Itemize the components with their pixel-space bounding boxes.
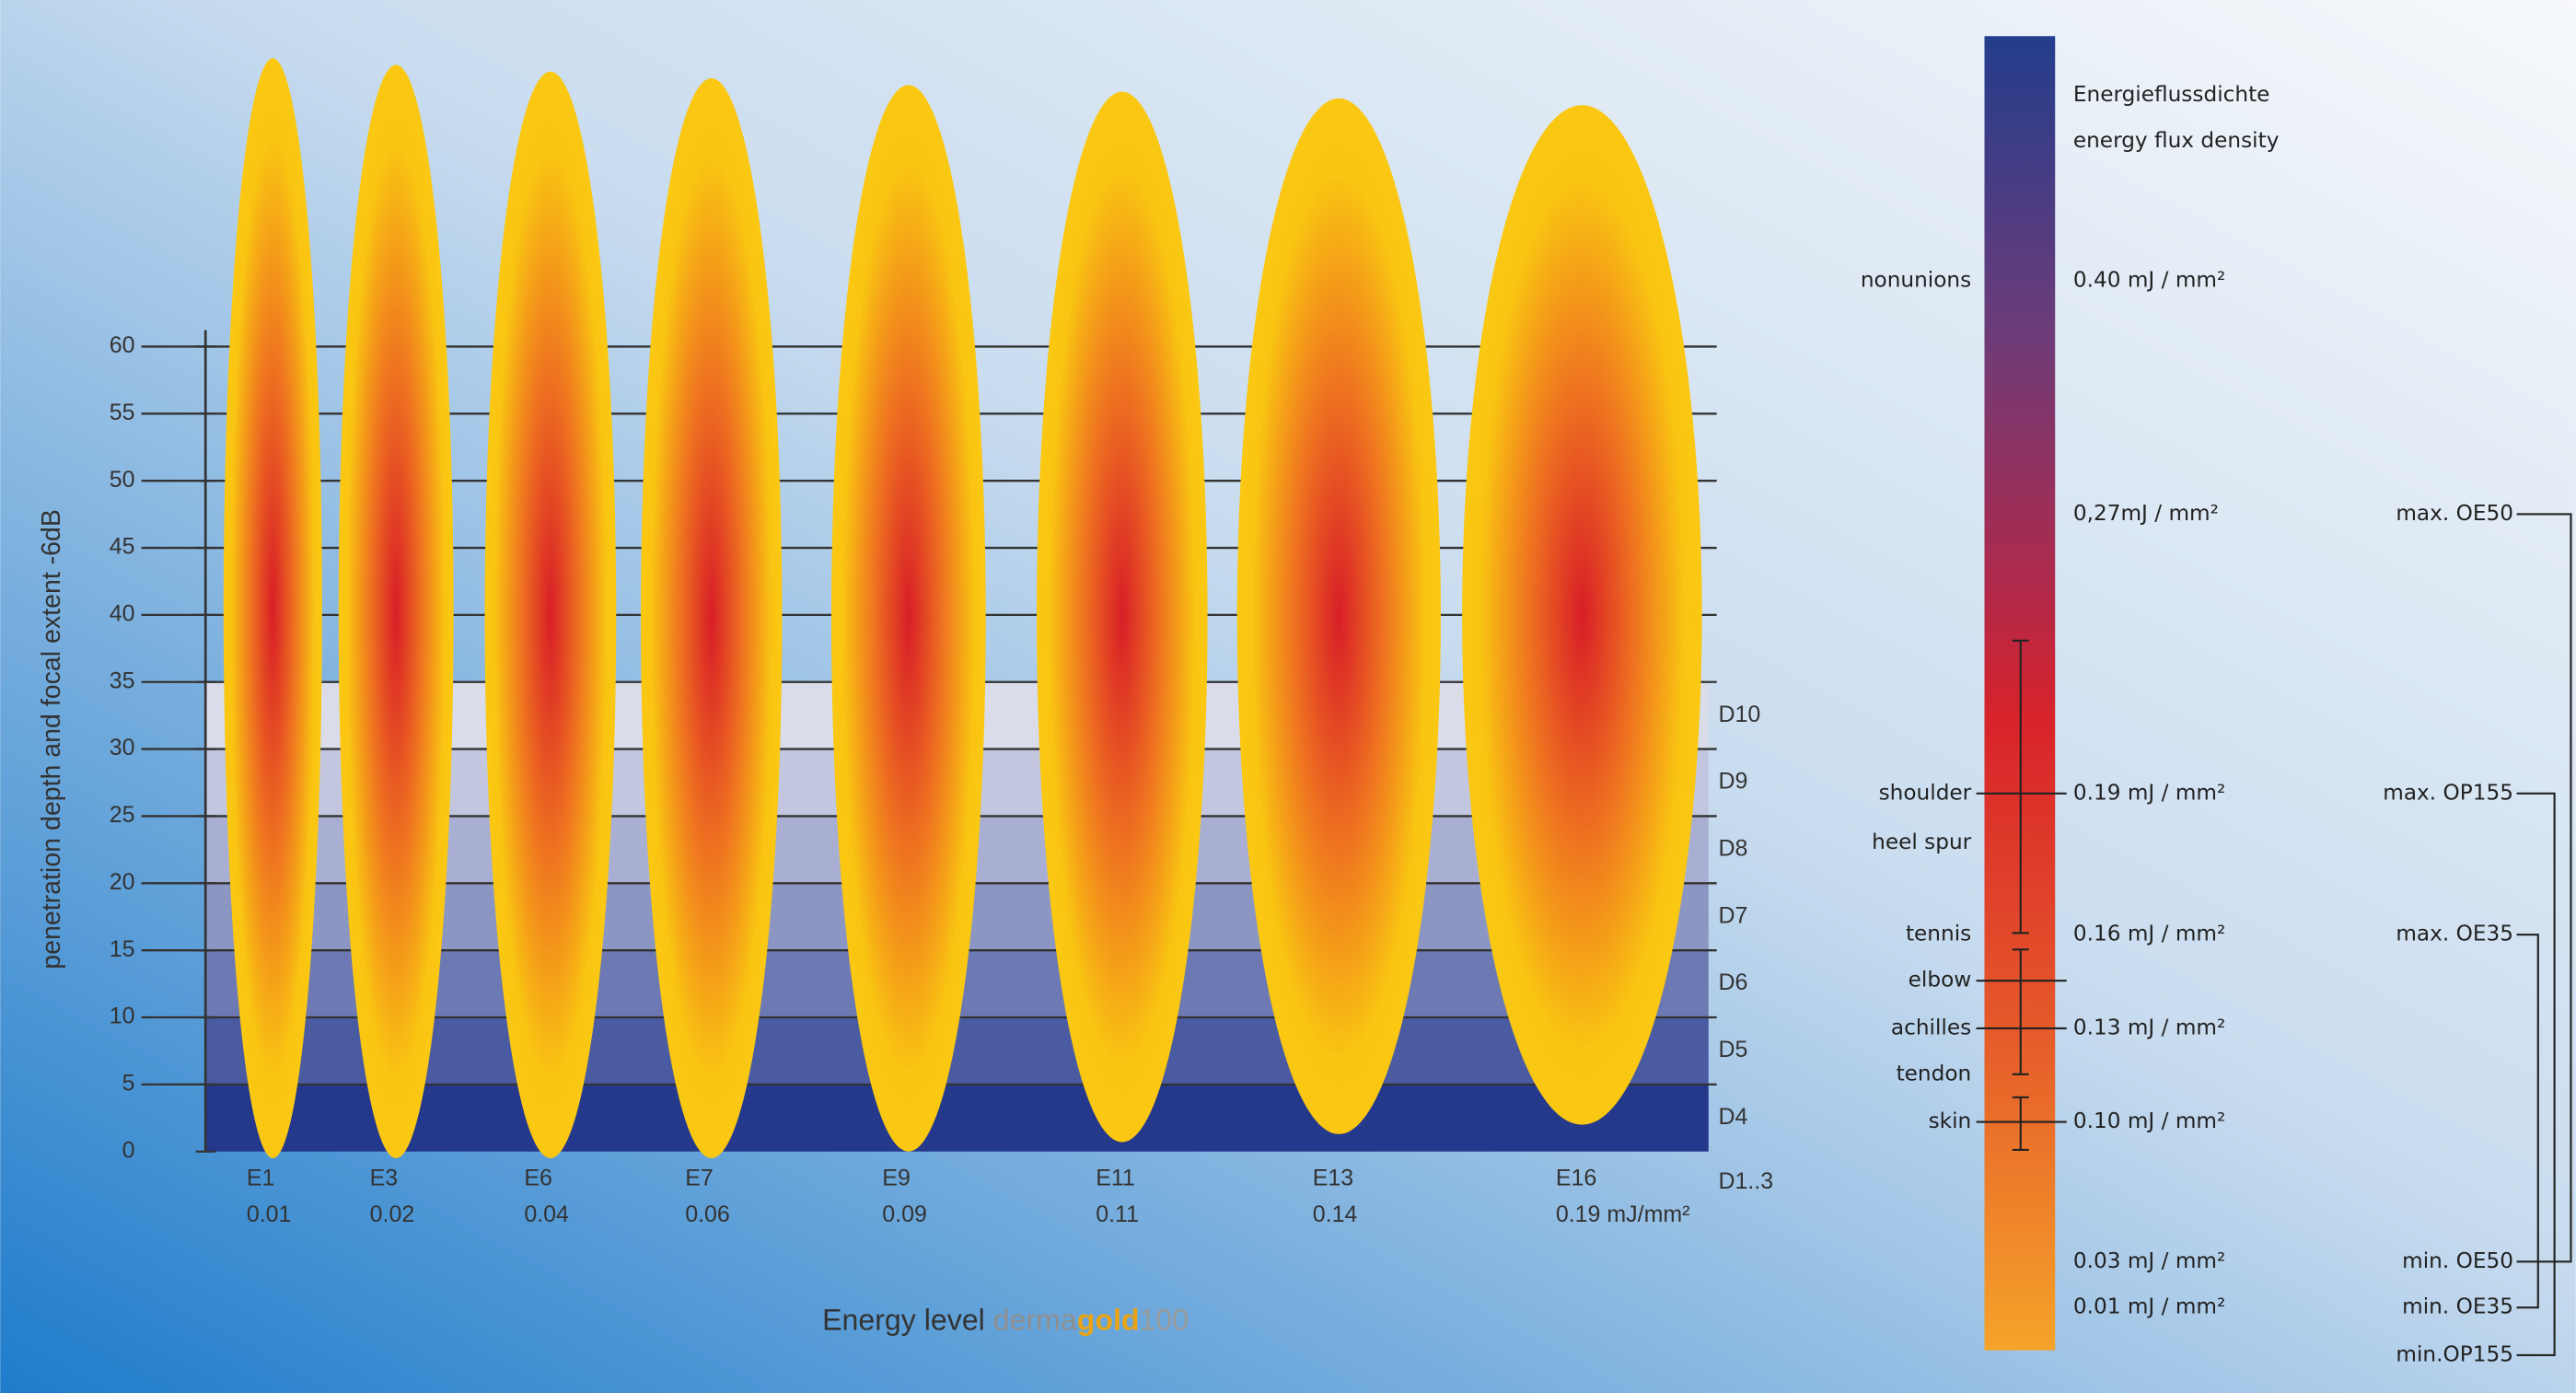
colorbar-title: Energieflussdichte [2073, 82, 2270, 107]
device-label: max. OE35 [2396, 922, 2513, 946]
colorbar-label: 0.13 mJ / mm² [2073, 1015, 2225, 1039]
y-tick-label: 50 [110, 467, 135, 493]
colorbar-label: 0.01 mJ / mm² [2073, 1294, 2225, 1319]
device-label: min.OP155 [2396, 1341, 2513, 1366]
device-label: max. OE50 [2396, 501, 2513, 526]
x-tick-label: E13 [1313, 1166, 1353, 1191]
depth-label: D9 [1718, 769, 1747, 795]
colorbar-label: 0.16 mJ / mm² [2073, 922, 2225, 946]
indication-label: nonunions [1861, 268, 1971, 293]
y-tick-label: 30 [110, 735, 135, 760]
y-tick-label: 55 [110, 400, 135, 425]
indication-label: shoulder [1879, 780, 1972, 805]
energy-label: 0.11 [1096, 1201, 1139, 1227]
indication-label: skin [1929, 1109, 1972, 1133]
indication-label: tendon [1897, 1061, 1972, 1085]
device-label: min. OE35 [2402, 1294, 2513, 1319]
focal-ellipse [641, 78, 782, 1158]
x-tick-label: E1 [247, 1166, 275, 1191]
depth-band [205, 1085, 1709, 1152]
depth-label: D8 [1718, 835, 1747, 861]
focal-ellipse [485, 72, 617, 1158]
colorbar-label: 0.10 mJ / mm² [2073, 1109, 2225, 1133]
x-tick-label: E11 [1096, 1166, 1135, 1191]
energy-label: 0.19 mJ/mm² [1556, 1201, 1690, 1227]
depth-label: D5 [1718, 1037, 1747, 1062]
focal-ellipse [1237, 99, 1441, 1134]
device-label: min. OE50 [2402, 1248, 2513, 1273]
energy-label: 0.01 [247, 1201, 292, 1227]
indication-label: achilles [1891, 1015, 1971, 1039]
colorbar-title: energy flux density [2073, 128, 2280, 153]
y-tick-label: 5 [122, 1070, 135, 1096]
y-tick-label: 20 [110, 869, 135, 895]
depth-label: D4 [1718, 1104, 1747, 1130]
x-tick-label: E7 [685, 1166, 714, 1191]
y-tick-label: 15 [110, 936, 135, 962]
energy-label: 0.14 [1313, 1201, 1358, 1227]
indication-label: heel spur [1872, 830, 1972, 854]
y-tick-label: 45 [110, 534, 135, 560]
y-axis-title: penetration depth and focal extent -6dB [37, 509, 66, 969]
chart: penetration depth and focal extent -6dB … [0, 0, 2576, 1393]
y-tick-label: 25 [110, 802, 135, 828]
x-tick-label: E3 [370, 1166, 399, 1191]
x-tick-label: E9 [882, 1166, 911, 1191]
focal-ellipse [339, 64, 454, 1158]
x-tick-label: E16 [1556, 1166, 1596, 1191]
y-tick-label: 0 [122, 1137, 135, 1163]
y-tick-label: 60 [110, 332, 135, 358]
colorbar-label: 0.03 mJ / mm² [2073, 1248, 2225, 1273]
energy-label: 0.09 [882, 1201, 927, 1227]
depth-label: D6 [1718, 969, 1747, 995]
colorbar-label: 0,27mJ / mm² [2073, 501, 2219, 526]
focal-ellipse [1462, 105, 1701, 1124]
indication-label: elbow [1909, 968, 1972, 993]
depth-label: D10 [1718, 702, 1760, 727]
energy-label: 0.02 [370, 1201, 415, 1227]
y-tick-label: 40 [110, 600, 135, 626]
energy-label: 0.04 [524, 1201, 569, 1227]
depth-label: D7 [1718, 902, 1747, 928]
y-tick-label: 35 [110, 667, 135, 693]
x-axis-title: Energy level dermagold100 [822, 1304, 1189, 1337]
y-tick-label: 10 [110, 1004, 135, 1029]
focal-ellipse [1037, 92, 1208, 1143]
colorbar-label: 0.40 mJ / mm² [2073, 268, 2225, 293]
energy-label: 0.06 [685, 1201, 730, 1227]
x-tick-label: E6 [524, 1166, 552, 1191]
device-label: max. OP155 [2383, 780, 2513, 805]
focal-ellipse [224, 58, 322, 1158]
focal-ellipse [831, 85, 986, 1151]
indication-label: tennis [1906, 922, 1971, 946]
depth-label: D1..3 [1718, 1168, 1773, 1194]
colorbar-label: 0.19 mJ / mm² [2073, 780, 2225, 805]
